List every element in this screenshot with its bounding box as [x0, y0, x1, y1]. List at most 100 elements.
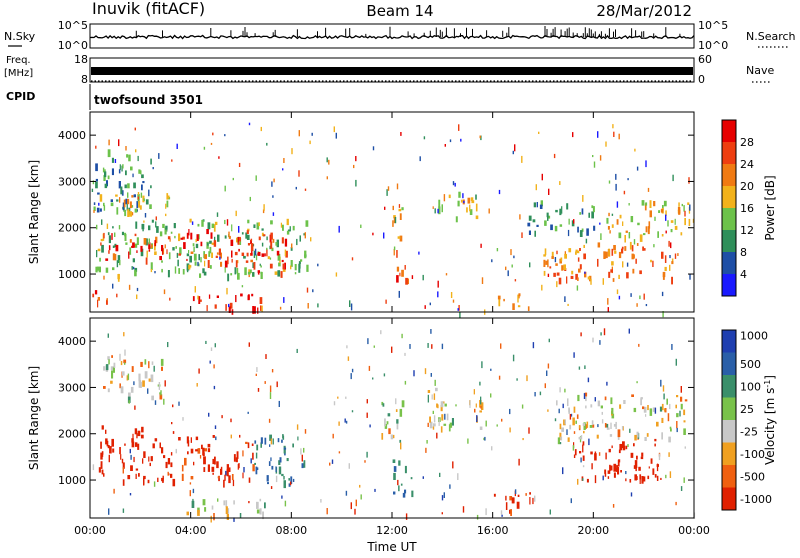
range-gate-cell: [266, 247, 268, 250]
range-gate-cell: [136, 209, 138, 212]
range-gate-cell: [104, 171, 107, 178]
range-gate-cell: [270, 241, 273, 249]
range-gate-cell: [143, 238, 147, 245]
range-gate-cell: [559, 181, 561, 185]
range-gate-cell: [670, 242, 672, 249]
range-gate-cell: [100, 464, 102, 467]
range-gate-cell: [618, 232, 622, 239]
range-gate-cell: [298, 268, 301, 273]
range-gate-cell: [547, 409, 549, 412]
range-gate-cell: [129, 201, 132, 209]
range-gate-cell: [490, 368, 492, 371]
range-gate-cell: [260, 271, 263, 279]
range-gate-cell: [607, 470, 611, 474]
range-gate-cell: [548, 338, 550, 343]
range-gate-cell: [283, 476, 285, 480]
range-gate-cell: [288, 483, 291, 487]
range-gate-cell: [224, 219, 226, 225]
range-gate-cell: [521, 404, 524, 409]
range-gate-cell: [223, 479, 225, 488]
range-gate-cell: [107, 445, 110, 449]
range-gate-cell: [526, 375, 528, 382]
range-gate-cell: [561, 206, 563, 214]
range-gate-cell: [214, 456, 216, 465]
range-gate-cell: [637, 222, 640, 226]
range-gate-cell: [253, 224, 256, 228]
range-gate-cell: [174, 266, 177, 274]
range-gate-cell: [182, 417, 184, 421]
range-gate-cell: [156, 226, 159, 233]
range-gate-cell: [372, 232, 374, 236]
range-gate-cell: [93, 210, 95, 213]
range-gate-cell: [579, 264, 582, 270]
range-gate-cell: [333, 401, 336, 406]
range-gate-cell: [103, 232, 105, 239]
range-gate-cell: [278, 400, 280, 407]
range-gate-cell: [96, 250, 98, 258]
colorbar-tick-label: 28: [740, 136, 754, 149]
range-gate-cell: [131, 366, 134, 372]
range-gate-cell: [110, 366, 114, 371]
range-gate-cell: [214, 221, 218, 225]
range-gate-cell: [198, 296, 201, 304]
range-gate-cell: [351, 368, 354, 373]
range-gate-cell: [167, 342, 169, 348]
range-gate-cell: [351, 410, 354, 413]
range-gate-cell: [255, 373, 257, 376]
range-gate-cell: [411, 490, 414, 498]
range-gate-cell: [563, 419, 566, 426]
range-gate-cell: [643, 476, 646, 482]
range-gate-cell: [572, 445, 575, 451]
range-gate-cell: [577, 478, 579, 485]
range-gate-cell: [154, 400, 157, 405]
range-gate-cell: [290, 247, 293, 251]
range-gate-cell: [298, 130, 300, 137]
range-gate-cell: [623, 400, 626, 404]
range-gate-cell: [270, 486, 273, 489]
range-gate-cell: [573, 406, 576, 413]
range-gate-cell: [463, 200, 465, 204]
range-gate-cell: [433, 393, 436, 400]
range-gate-cell: [112, 245, 115, 248]
range-gate-cell: [247, 243, 250, 246]
range-gate-cell: [585, 396, 587, 402]
range-gate-cell: [134, 127, 136, 131]
range-gate-cell: [541, 173, 543, 181]
range-gate-cell: [201, 219, 204, 227]
range-gate-cell: [583, 430, 585, 434]
range-gate-cell: [218, 248, 221, 256]
range-gate-cell: [634, 148, 636, 152]
nsky-label: N.Sky: [4, 30, 36, 43]
range-gate-cell: [234, 251, 238, 256]
range-gate-cell: [396, 421, 399, 430]
range-gate-cell: [117, 255, 121, 263]
range-gate-cell: [237, 272, 240, 280]
range-gate-cell: [105, 267, 109, 273]
range-gate-cell: [555, 263, 558, 266]
range-gate-cell: [111, 438, 114, 447]
range-gate-cell: [355, 156, 357, 162]
range-gate-cell: [113, 488, 115, 494]
range-gate-cell: [404, 265, 406, 270]
range-gate-cell: [612, 278, 615, 282]
range-gate-cell: [617, 467, 620, 475]
range-gate-cell: [281, 495, 283, 499]
range-gate-cell: [94, 290, 98, 295]
range-gate-cell: [122, 202, 125, 211]
range-gate-cell: [455, 216, 458, 223]
range-gate-cell: [622, 221, 624, 226]
range-gate-cell: [332, 433, 334, 439]
range-gate-cell: [162, 223, 165, 228]
range-gate-cell: [383, 373, 386, 377]
range-gate-cell: [607, 298, 609, 305]
range-gate-cell: [181, 473, 184, 481]
range-gate-cell: [475, 203, 478, 212]
range-gate-cell: [581, 208, 584, 215]
range-gate-cell: [144, 359, 147, 365]
range-gate-cell: [124, 362, 126, 365]
range-gate-cell: [555, 209, 558, 213]
range-gate-cell: [92, 180, 95, 185]
range-gate-cell: [636, 303, 638, 307]
range-gate-cell: [567, 303, 569, 306]
